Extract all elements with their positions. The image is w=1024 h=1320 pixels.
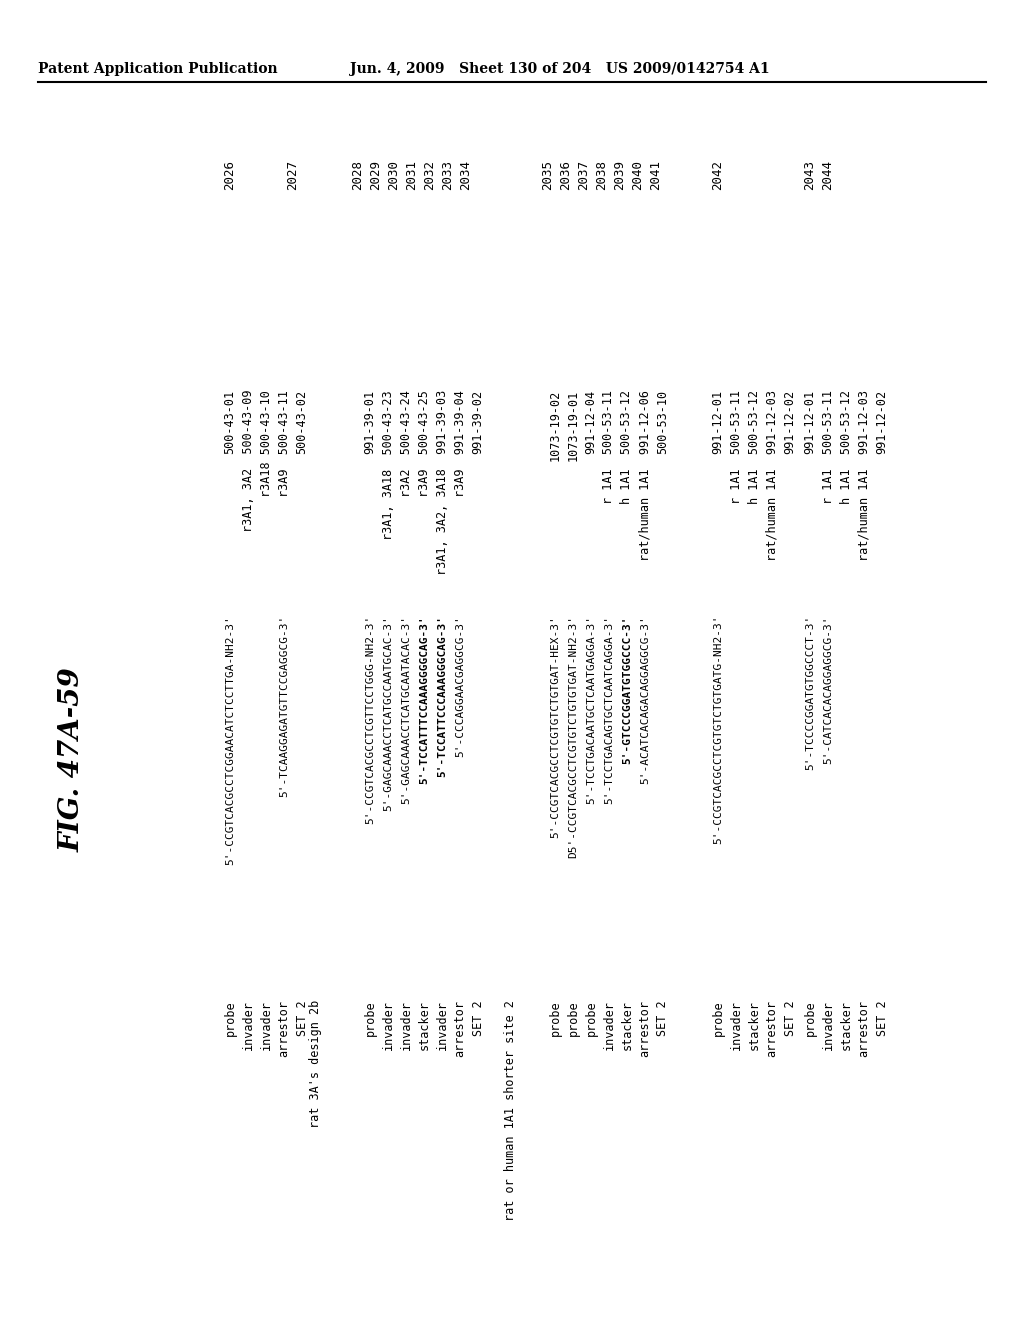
Text: invader: invader [821, 1001, 835, 1049]
Text: h 1A1  500-53-12: h 1A1 500-53-12 [621, 389, 634, 504]
Text: 5'-CCGTCACGCCTCGTTCCTGGG-NH2-3': 5'-CCGTCACGCCTCGTTCCTGGG-NH2-3' [365, 615, 375, 824]
Text: 2042: 2042 [712, 160, 725, 190]
Text: SET 2: SET 2 [296, 1001, 308, 1036]
Text: r3A9  500-43-25: r3A9 500-43-25 [418, 389, 430, 496]
Text: 500-43-02: 500-43-02 [296, 389, 308, 454]
Text: 5'-TCCATTCCCAAAGGGCAG-3': 5'-TCCATTCCCAAAGGGCAG-3' [437, 615, 447, 777]
Text: invader: invader [435, 1001, 449, 1049]
Text: 2043: 2043 [804, 160, 816, 190]
Text: D5'-CCGTCACGCCTCGTGTCTGTGTGAT-NH2-3': D5'-CCGTCACGCCTCGTGTCTGTGTGAT-NH2-3' [568, 615, 578, 858]
Text: FIG. 47A-59: FIG. 47A-59 [58, 668, 85, 853]
Text: Patent Application Publication: Patent Application Publication [38, 62, 278, 77]
Text: 2040: 2040 [632, 160, 644, 190]
Text: 5'-GAGCAAACCTCATGCCAATGCAC-3': 5'-GAGCAAACCTCATGCCAATGCAC-3' [383, 615, 393, 810]
Text: 2038: 2038 [596, 160, 608, 190]
Text: SET 2: SET 2 [876, 1001, 889, 1036]
Text: 2033: 2033 [441, 160, 455, 190]
Text: r3A9  500-43-11: r3A9 500-43-11 [278, 389, 291, 496]
Text: stacker: stacker [748, 1001, 761, 1049]
Text: 5'-TCCTGACAATGCTCAATGAGGA-3': 5'-TCCTGACAATGCTCAATGAGGA-3' [586, 615, 596, 804]
Text: 2029: 2029 [370, 160, 383, 190]
Text: arrestor: arrestor [857, 1001, 870, 1057]
Text: 5'-CCGTCACGCCTCGGAACATCTCCTTGA-NH2-3': 5'-CCGTCACGCCTCGGAACATCTCCTTGA-NH2-3' [225, 615, 234, 865]
Text: 2035: 2035 [542, 160, 555, 190]
Text: rat/human 1A1  991-12-03: rat/human 1A1 991-12-03 [857, 389, 870, 561]
Text: 2039: 2039 [613, 160, 627, 190]
Text: h 1A1  500-53-12: h 1A1 500-53-12 [840, 389, 853, 504]
Text: 2041: 2041 [649, 160, 663, 190]
Text: r3A9  991-39-04: r3A9 991-39-04 [454, 389, 467, 496]
Text: r 1A1  500-53-11: r 1A1 500-53-11 [729, 389, 742, 504]
Text: 2031: 2031 [406, 160, 419, 190]
Text: 991-39-02: 991-39-02 [471, 389, 484, 454]
Text: 1073-19-02: 1073-19-02 [549, 389, 561, 461]
Text: 5'-TCAAGGAGATGTTCCGAGGCG-3': 5'-TCAAGGAGATGTTCCGAGGCG-3' [279, 615, 289, 797]
Text: 1073-19-01: 1073-19-01 [566, 389, 580, 461]
Text: 991-12-02: 991-12-02 [876, 389, 889, 454]
Text: invader: invader [602, 1001, 615, 1049]
Text: 2028: 2028 [351, 160, 365, 190]
Text: r 1A1  500-53-11: r 1A1 500-53-11 [821, 389, 835, 504]
Text: 500-53-10: 500-53-10 [656, 389, 670, 454]
Text: stacker: stacker [621, 1001, 634, 1049]
Text: arrestor: arrestor [454, 1001, 467, 1057]
Text: 5'-ACATCACAGACAGGAGGCG-3': 5'-ACATCACAGACAGGAGGCG-3' [640, 615, 650, 784]
Text: probe: probe [549, 1001, 561, 1036]
Text: 2044: 2044 [821, 160, 835, 190]
Text: SET 2: SET 2 [656, 1001, 670, 1036]
Text: r3A2  500-43-24: r3A2 500-43-24 [399, 389, 413, 496]
Text: 991-12-01: 991-12-01 [712, 389, 725, 454]
Text: invader: invader [399, 1001, 413, 1049]
Text: probe: probe [585, 1001, 597, 1036]
Text: 5'-GTCCCGGATGTGGCCC-3': 5'-GTCCCGGATGTGGCCC-3' [622, 615, 632, 763]
Text: stacker: stacker [418, 1001, 430, 1049]
Text: r 1A1  500-53-11: r 1A1 500-53-11 [602, 389, 615, 504]
Text: invader: invader [242, 1001, 255, 1049]
Text: rat/human 1A1  991-12-03: rat/human 1A1 991-12-03 [766, 389, 778, 561]
Text: SET 2: SET 2 [783, 1001, 797, 1036]
Text: r3A18 500-43-10: r3A18 500-43-10 [259, 389, 272, 496]
Text: 2030: 2030 [387, 160, 400, 190]
Text: probe: probe [566, 1001, 580, 1036]
Text: probe: probe [223, 1001, 237, 1036]
Text: 991-39-01: 991-39-01 [364, 389, 377, 454]
Text: 991-12-02: 991-12-02 [783, 389, 797, 454]
Text: 2032: 2032 [424, 160, 436, 190]
Text: rat or human 1A1 shorter site 2: rat or human 1A1 shorter site 2 [504, 1001, 516, 1221]
Text: 2036: 2036 [559, 160, 572, 190]
Text: 2034: 2034 [460, 160, 472, 190]
Text: 5'-CCGTCACGCCTCGTGTCTGTGAT-HEX-3': 5'-CCGTCACGCCTCGTGTCTGTGAT-HEX-3' [550, 615, 560, 838]
Text: 5'-TCCTGACAGTGCTCAATCAGGA-3': 5'-TCCTGACAGTGCTCAATCAGGA-3' [604, 615, 614, 804]
Text: probe: probe [804, 1001, 816, 1036]
Text: 2026: 2026 [223, 160, 237, 190]
Text: Jun. 4, 2009   Sheet 130 of 204   US 2009/0142754 A1: Jun. 4, 2009 Sheet 130 of 204 US 2009/01… [350, 62, 770, 77]
Text: probe: probe [364, 1001, 377, 1036]
Text: 991-12-04: 991-12-04 [585, 389, 597, 454]
Text: r3A1, 3A18  500-43-23: r3A1, 3A18 500-43-23 [382, 389, 394, 540]
Text: 5'-TCCATTTCCAAAGGGGCAG-3': 5'-TCCATTTCCAAAGGGGCAG-3' [419, 615, 429, 784]
Text: h 1A1  500-53-12: h 1A1 500-53-12 [748, 389, 761, 504]
Text: invader: invader [259, 1001, 272, 1049]
Text: 500-43-01: 500-43-01 [223, 389, 237, 454]
Text: 5'-CATCACACAGGAGGCG-3': 5'-CATCACACAGGAGGCG-3' [823, 615, 833, 763]
Text: arrestor: arrestor [639, 1001, 651, 1057]
Text: invader: invader [382, 1001, 394, 1049]
Text: SET 2: SET 2 [471, 1001, 484, 1036]
Text: r3A1, 3A2  500-43-09: r3A1, 3A2 500-43-09 [242, 389, 255, 532]
Text: invader: invader [729, 1001, 742, 1049]
Text: arrestor: arrestor [278, 1001, 291, 1057]
Text: 5'-GAGCAAACCTCATGCAATACAC-3': 5'-GAGCAAACCTCATGCAATACAC-3' [401, 615, 411, 804]
Text: rat/human 1A1  991-12-06: rat/human 1A1 991-12-06 [639, 389, 651, 561]
Text: rat 3A's design 2b: rat 3A's design 2b [308, 1001, 322, 1129]
Text: 5'-TCCCCGGATGTGGCCCT-3': 5'-TCCCCGGATGTGGCCCT-3' [805, 615, 815, 771]
Text: probe: probe [712, 1001, 725, 1036]
Text: 5'-CCCAGGAACGAGGCG-3': 5'-CCCAGGAACGAGGCG-3' [455, 615, 465, 756]
Text: arrestor: arrestor [766, 1001, 778, 1057]
Text: 991-12-01: 991-12-01 [804, 389, 816, 454]
Text: 2037: 2037 [578, 160, 591, 190]
Text: 2027: 2027 [287, 160, 299, 190]
Text: 5'-CCGTCACGCCTCGTGTCTGTGATG-NH2-3': 5'-CCGTCACGCCTCGTGTCTGTGATG-NH2-3' [713, 615, 723, 845]
Text: r3A1, 3A2, 3A18  991-39-03: r3A1, 3A2, 3A18 991-39-03 [435, 389, 449, 576]
Text: stacker: stacker [840, 1001, 853, 1049]
